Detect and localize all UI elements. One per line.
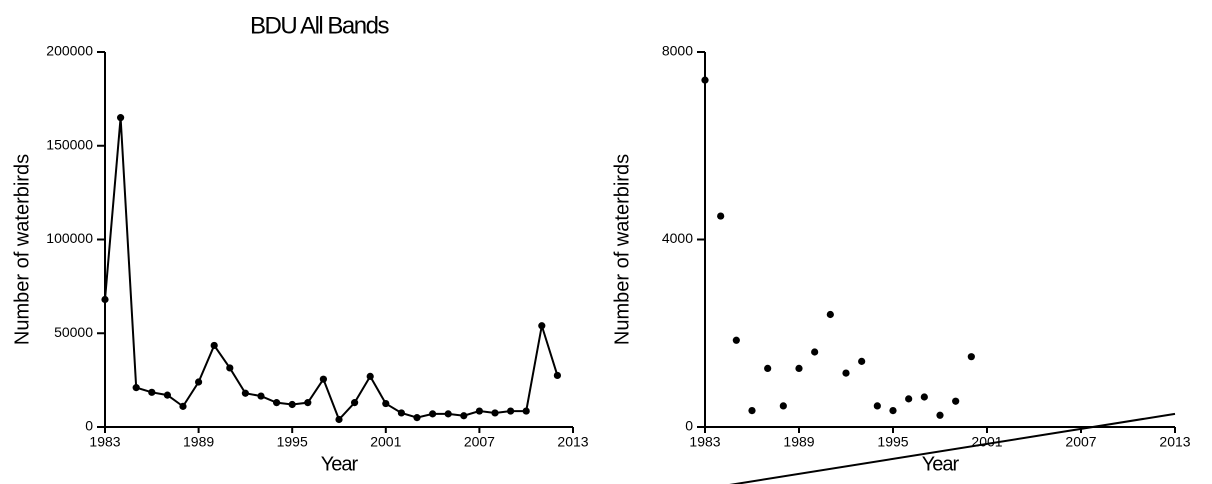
x-axis-title: Year (321, 453, 359, 475)
point (132, 384, 140, 392)
y-tick-label: 0 (685, 418, 693, 434)
chart-title: BDU All Bands (250, 12, 389, 39)
point (889, 406, 897, 415)
point (522, 407, 530, 415)
point (732, 336, 740, 344)
point (842, 369, 850, 377)
point (319, 375, 327, 383)
point (748, 406, 756, 415)
point (257, 392, 265, 400)
point (117, 114, 125, 122)
x-tick-label: 1989 (183, 434, 214, 450)
point (210, 341, 218, 350)
point (701, 76, 709, 84)
point (351, 399, 359, 407)
x-tick-label: 1995 (277, 434, 308, 450)
x-tick-label: 2007 (464, 434, 495, 450)
y-tick-label: 4000 (662, 230, 693, 246)
point (241, 389, 249, 397)
x-tick-label: 2013 (1159, 434, 1190, 450)
x-tick-label: 1983 (89, 434, 120, 450)
point (444, 410, 452, 418)
x-tick-label: 1995 (877, 434, 908, 450)
point (795, 364, 803, 373)
point (905, 395, 913, 403)
point (553, 371, 562, 380)
y-tick-label: 200000 (46, 43, 93, 59)
x-axis-title: Year (922, 453, 960, 475)
y-tick-label: 0 (85, 418, 93, 434)
point (764, 364, 772, 373)
point (717, 212, 725, 220)
point (366, 372, 374, 380)
point (858, 357, 866, 365)
y-tick-label: 100000 (46, 230, 93, 246)
x-tick-label: 2013 (557, 434, 588, 450)
x-tick-label: 2007 (1065, 434, 1096, 450)
point (873, 402, 881, 410)
point (952, 397, 960, 405)
y-tick-label: 50000 (54, 324, 93, 340)
point (936, 411, 944, 419)
point (413, 414, 421, 422)
point (920, 393, 928, 401)
point (967, 353, 975, 361)
point (779, 402, 787, 410)
point (507, 407, 515, 415)
point (195, 378, 203, 386)
point (273, 399, 281, 407)
trend-line (729, 412, 1176, 484)
y-axis-title: Number of waterbirds (11, 154, 33, 345)
y-tick-label: 150000 (46, 136, 93, 152)
point (460, 412, 468, 420)
y-axis-title: Number of waterbirds (611, 154, 633, 345)
point (397, 409, 405, 417)
point (335, 415, 343, 424)
point (288, 400, 296, 409)
point (179, 402, 187, 410)
data-line (104, 117, 559, 422)
x-tick-label: 1989 (783, 434, 814, 450)
point (826, 310, 834, 319)
y-tick-label: 8000 (662, 43, 693, 59)
point (148, 388, 156, 396)
point (538, 322, 546, 330)
point (101, 295, 109, 304)
point (475, 407, 483, 415)
x-tick-label: 2001 (370, 434, 401, 450)
point (304, 399, 312, 407)
point (429, 410, 437, 418)
point (163, 391, 171, 399)
point (811, 348, 819, 356)
x-tick-label: 1983 (689, 434, 720, 450)
point (226, 364, 234, 372)
point (491, 409, 499, 417)
point (382, 399, 390, 408)
